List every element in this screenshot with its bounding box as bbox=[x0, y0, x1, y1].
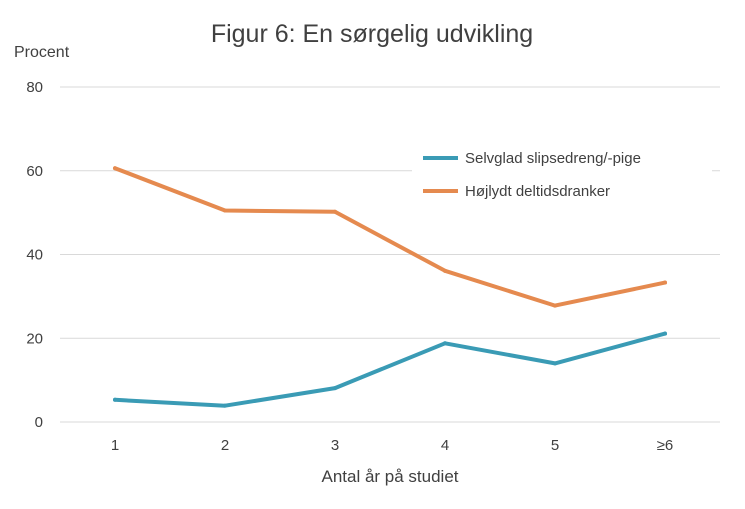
data-point bbox=[553, 361, 557, 366]
x-tick-labels: 1 2 3 4 5 ≥6 bbox=[111, 437, 673, 454]
y-tick-label: 80 bbox=[26, 79, 43, 96]
data-point bbox=[113, 397, 117, 402]
x-tick-label: 4 bbox=[441, 437, 449, 454]
chart-title: Figur 6: En sørgelig udvikling bbox=[211, 20, 533, 48]
y-tick-label: 40 bbox=[26, 247, 43, 264]
series-line-2 bbox=[113, 166, 667, 308]
legend-background bbox=[412, 140, 712, 220]
x-tick-label: 1 bbox=[111, 437, 119, 454]
series-line-1 bbox=[113, 331, 667, 408]
gridlines bbox=[60, 86, 720, 423]
y-tick-labels: 0 20 40 60 80 bbox=[26, 79, 43, 431]
data-point bbox=[443, 341, 447, 346]
data-point bbox=[333, 386, 337, 391]
x-tick-label: ≥6 bbox=[657, 437, 674, 454]
x-tick-label: 5 bbox=[551, 437, 559, 454]
data-point bbox=[663, 331, 667, 336]
y-tick-label: 0 bbox=[35, 414, 43, 431]
data-point bbox=[333, 209, 337, 214]
data-point bbox=[113, 166, 117, 171]
y-tick-label: 60 bbox=[26, 163, 43, 180]
x-tick-label: 2 bbox=[221, 437, 229, 454]
legend-label: Højlydt deltidsdranker bbox=[465, 183, 610, 200]
series-lines bbox=[113, 166, 667, 408]
x-tick-label: 3 bbox=[331, 437, 339, 454]
y-tick-label: 20 bbox=[26, 330, 43, 347]
data-point bbox=[553, 303, 557, 308]
legend-label: Selvglad slipsedreng/-pige bbox=[465, 150, 641, 167]
x-axis-label: Antal år på studiet bbox=[321, 467, 458, 486]
data-point bbox=[223, 403, 227, 408]
data-point bbox=[663, 280, 667, 285]
data-point bbox=[223, 208, 227, 213]
y-axis-label: Procent bbox=[14, 44, 70, 61]
data-point bbox=[443, 268, 447, 273]
legend: Selvglad slipsedreng/-pige Højlydt deltid… bbox=[412, 140, 712, 220]
